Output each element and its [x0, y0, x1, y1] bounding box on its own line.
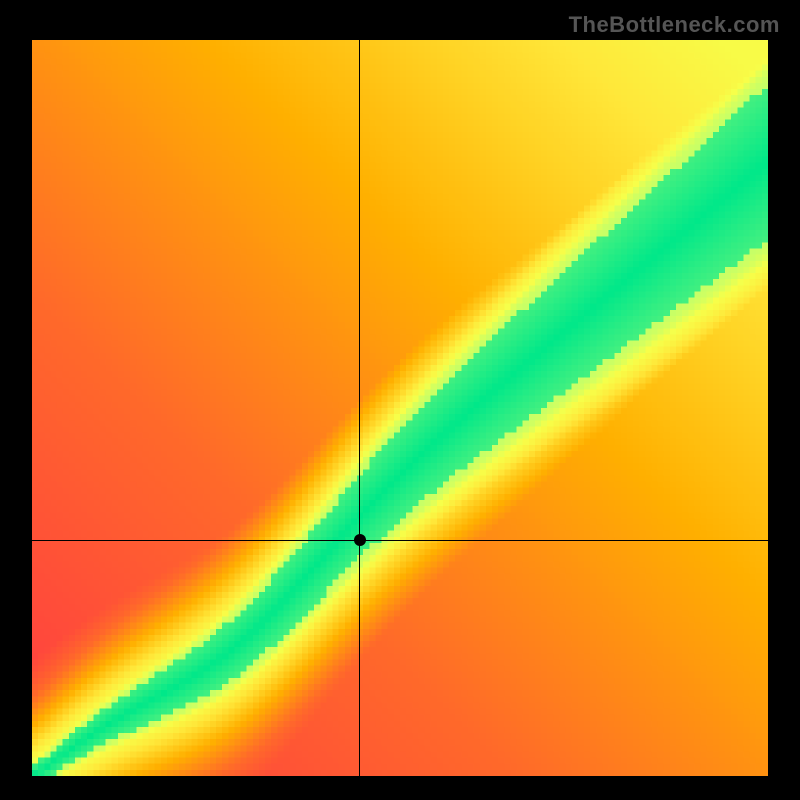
heatmap-canvas	[32, 40, 768, 776]
chart-container: TheBottleneck.com	[0, 0, 800, 800]
plot-area	[32, 40, 768, 776]
attribution-text: TheBottleneck.com	[569, 12, 780, 38]
crosshair-vertical	[359, 40, 360, 776]
crosshair-marker	[354, 534, 366, 546]
crosshair-horizontal	[32, 540, 768, 541]
